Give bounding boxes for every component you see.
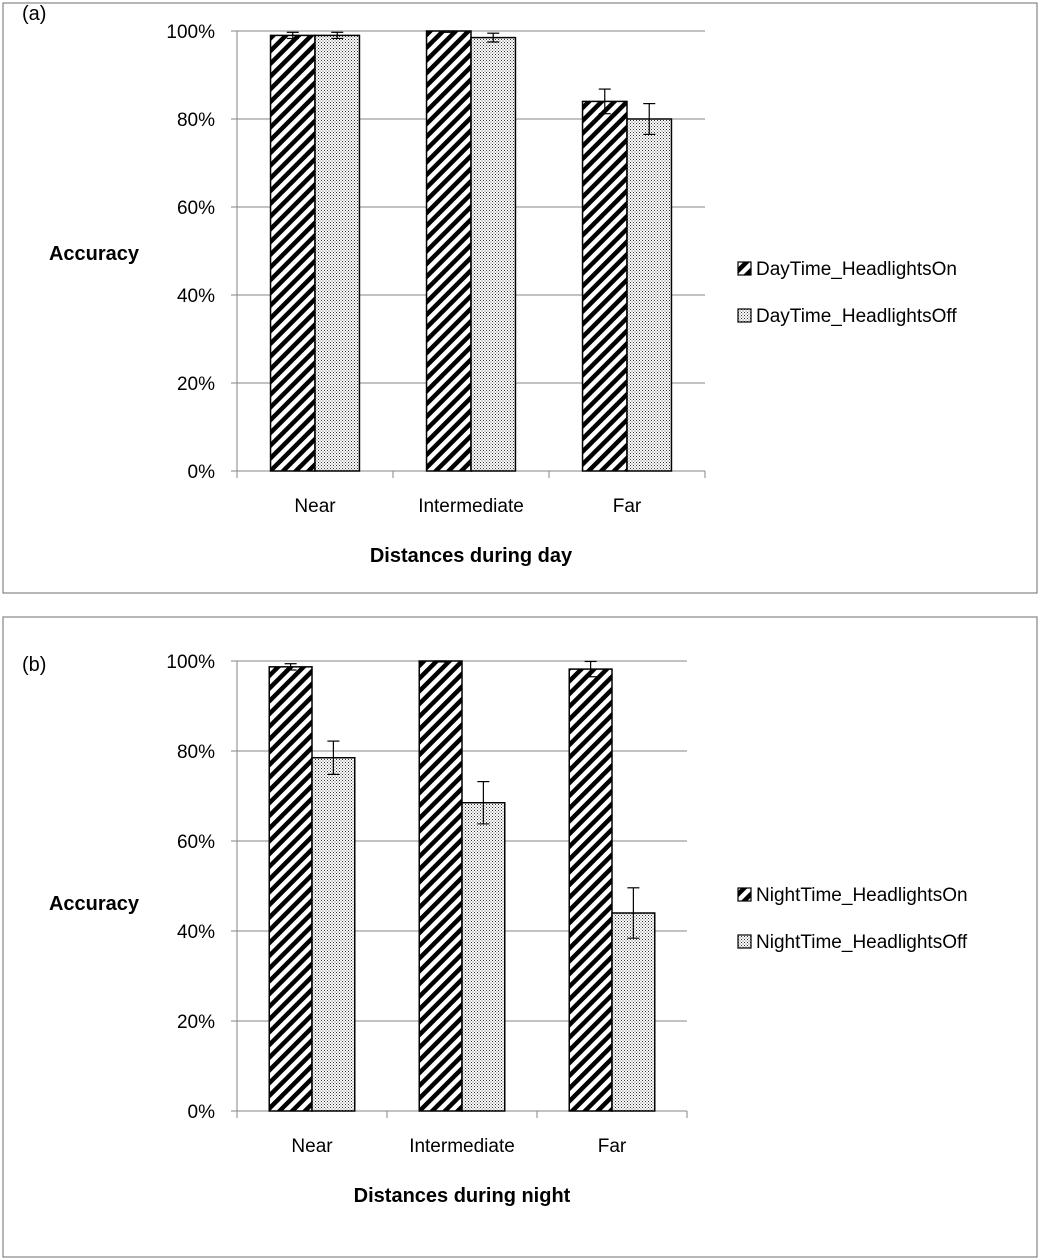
bar (268, 666, 313, 1112)
y-tick-label: 20% (177, 374, 215, 395)
y-tick-label: 0% (188, 1102, 216, 1123)
y-tick-label: 80% (177, 110, 215, 131)
legend-swatch (737, 934, 752, 949)
bar (461, 802, 506, 1112)
y-axis-label: Accuracy (49, 893, 140, 915)
y-axis-label: Accuracy (49, 243, 140, 265)
y-tick-label: 0% (188, 462, 216, 483)
x-tick-label: Near (294, 496, 336, 517)
legend-swatch (737, 261, 752, 276)
x-tick-label: Intermediate (418, 496, 524, 517)
legend-label: NightTime_HeadlightsOn (756, 885, 968, 906)
y-tick-label: 60% (177, 198, 215, 219)
x-tick-label: Far (598, 1136, 627, 1157)
y-tick-label: 100% (166, 652, 215, 673)
legend-swatch (737, 308, 752, 323)
bar (425, 30, 472, 472)
legend-label: DayTime_HeadlightsOn (756, 259, 957, 280)
bar (314, 34, 361, 472)
x-axis-label: Distances during day (370, 545, 573, 567)
y-tick-label: 40% (177, 922, 215, 943)
legend-label: DayTime_HeadlightsOff (756, 306, 957, 327)
chart-panel-a: 0% 20% 40% 60% 80% 100% Near Intermediate Far (a)… (2, 2, 1038, 594)
chart-panel-b: 0% 20% 40% 60% 80% 100% Near Intermediate Far (b)… (2, 616, 1038, 1258)
y-tick-label: 40% (177, 286, 215, 307)
bar (418, 660, 463, 1112)
x-tick-label: Intermediate (409, 1136, 515, 1157)
y-tick-label: 80% (177, 742, 215, 763)
bar (626, 118, 673, 472)
chart-frame (2, 2, 1038, 594)
panel-label: (b) (22, 654, 46, 676)
x-tick-label: Near (291, 1136, 333, 1157)
chart-frame (2, 616, 1038, 1258)
legend-label: NightTime_HeadlightsOff (756, 932, 968, 953)
bar (568, 668, 613, 1112)
bar (581, 100, 628, 472)
panel-label: (a) (22, 3, 46, 25)
y-tick-label: 20% (177, 1012, 215, 1033)
bar (311, 757, 356, 1112)
bar (470, 36, 517, 472)
x-axis-label: Distances during night (354, 1185, 571, 1207)
y-tick-label: 60% (177, 832, 215, 853)
legend-swatch (737, 887, 752, 902)
x-tick-label: Far (613, 496, 642, 517)
bar (269, 34, 316, 472)
bar (611, 912, 656, 1112)
y-tick-label: 100% (166, 22, 215, 43)
